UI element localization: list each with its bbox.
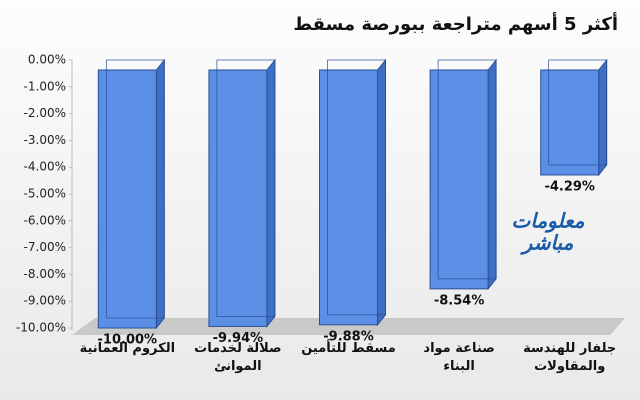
y-tick-label: -5.00% <box>24 187 66 201</box>
bar-side <box>266 58 276 328</box>
bar-side <box>377 58 386 327</box>
value-label: -9.88% <box>323 329 374 344</box>
x-tick-label: مسقط للتأمين <box>301 341 396 356</box>
bar-back <box>548 59 608 166</box>
value-label: -9.94% <box>213 331 264 346</box>
bar <box>540 69 600 176</box>
y-tick-label: -2.00% <box>24 106 66 120</box>
bar-side <box>487 58 497 291</box>
watermark: مباشر <box>520 231 574 256</box>
bar <box>208 69 268 327</box>
value-label: -10.00% <box>98 333 158 348</box>
bar <box>97 69 157 329</box>
y-tick-label: -7.00% <box>24 240 66 254</box>
bar <box>319 69 378 326</box>
watermark: معلومات <box>512 209 585 234</box>
y-tick-label: -10.00% <box>16 321 66 335</box>
value-label: -4.29% <box>544 179 595 194</box>
y-tick-label: -4.00% <box>24 160 66 174</box>
y-tick-label: -9.00% <box>24 294 66 308</box>
y-tick-label: -1.00% <box>24 79 66 93</box>
bar <box>429 69 489 290</box>
x-tick-label: جلفار للهندسة والمقاولات <box>523 341 617 374</box>
x-tick-label: الكروم العمانية <box>79 341 176 356</box>
y-tick-label: 0.00% <box>28 53 66 67</box>
x-tick-label: صناعة مواد البناء <box>423 341 495 374</box>
bar-side <box>155 58 165 330</box>
y-tick-label: -8.00% <box>24 267 66 281</box>
bar-back <box>327 59 386 316</box>
bar-back <box>437 59 497 280</box>
bar-back <box>216 59 276 317</box>
y-tick-label: -6.00% <box>24 213 66 227</box>
bar-side <box>598 58 608 177</box>
chart-title: أكثر 5 أسهم متراجعة ببورصة مسقط <box>293 14 618 35</box>
value-label: -8.54% <box>434 293 485 308</box>
bar-back <box>105 59 165 319</box>
x-tick-label: صلالة لخدمات الموانئ <box>194 341 282 374</box>
y-tick-label: -3.00% <box>24 133 66 147</box>
